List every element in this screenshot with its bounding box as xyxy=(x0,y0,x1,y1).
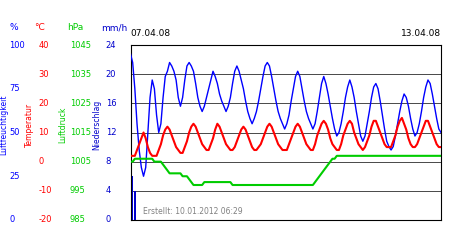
Text: 07.04.08: 07.04.08 xyxy=(130,29,171,38)
Text: hPa: hPa xyxy=(68,24,84,32)
Text: 20: 20 xyxy=(106,70,116,79)
Text: 13.04.08: 13.04.08 xyxy=(401,29,441,38)
Text: 1035: 1035 xyxy=(70,70,91,79)
Bar xyxy=(134,191,135,220)
Text: 100: 100 xyxy=(9,40,25,50)
Text: 1045: 1045 xyxy=(70,40,91,50)
Text: Niederschlag: Niederschlag xyxy=(92,100,101,150)
Text: -10: -10 xyxy=(38,186,52,195)
Text: 1005: 1005 xyxy=(70,157,91,166)
Text: 30: 30 xyxy=(38,70,49,79)
Text: 995: 995 xyxy=(70,186,86,195)
Bar xyxy=(130,162,131,220)
Text: 4: 4 xyxy=(106,186,111,195)
Text: 75: 75 xyxy=(9,84,20,93)
Text: -20: -20 xyxy=(38,216,52,224)
Text: 0: 0 xyxy=(106,216,111,224)
Text: mm/h: mm/h xyxy=(101,24,127,32)
Text: Erstellt: 10.01.2012 06:29: Erstellt: 10.01.2012 06:29 xyxy=(143,208,243,216)
Text: 0: 0 xyxy=(38,157,44,166)
Text: 8: 8 xyxy=(106,157,111,166)
Text: 0: 0 xyxy=(9,216,14,224)
Text: 12: 12 xyxy=(106,128,116,137)
Text: %: % xyxy=(9,24,18,32)
Text: °C: °C xyxy=(34,24,45,32)
Text: Luftdruck: Luftdruck xyxy=(58,107,68,143)
Text: 50: 50 xyxy=(9,128,19,137)
Text: 10: 10 xyxy=(38,128,49,137)
Text: 16: 16 xyxy=(106,99,117,108)
Text: 1015: 1015 xyxy=(70,128,91,137)
Bar xyxy=(132,176,134,220)
Text: Temperatur: Temperatur xyxy=(25,103,34,147)
Text: 985: 985 xyxy=(70,216,86,224)
Text: 40: 40 xyxy=(38,40,49,50)
Text: 24: 24 xyxy=(106,40,116,50)
Text: 20: 20 xyxy=(38,99,49,108)
Text: Luftfeuchtigkeit: Luftfeuchtigkeit xyxy=(0,95,8,155)
Text: 25: 25 xyxy=(9,172,19,181)
Text: 1025: 1025 xyxy=(70,99,91,108)
